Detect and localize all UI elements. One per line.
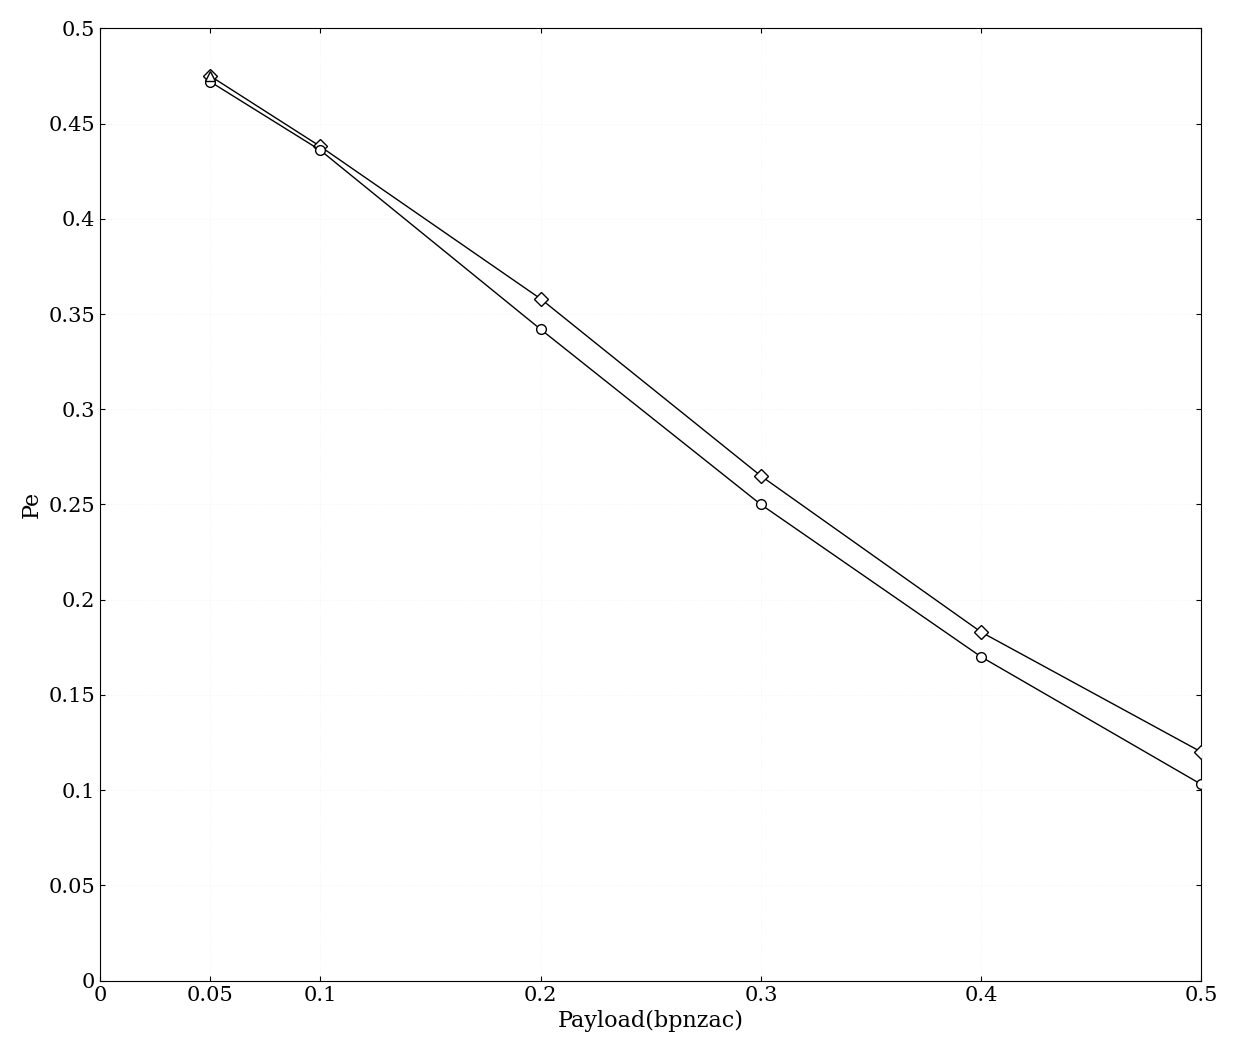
X-axis label: Payload(bpnzac): Payload(bpnzac) xyxy=(558,1010,743,1032)
Y-axis label: Pe: Pe xyxy=(21,491,43,518)
